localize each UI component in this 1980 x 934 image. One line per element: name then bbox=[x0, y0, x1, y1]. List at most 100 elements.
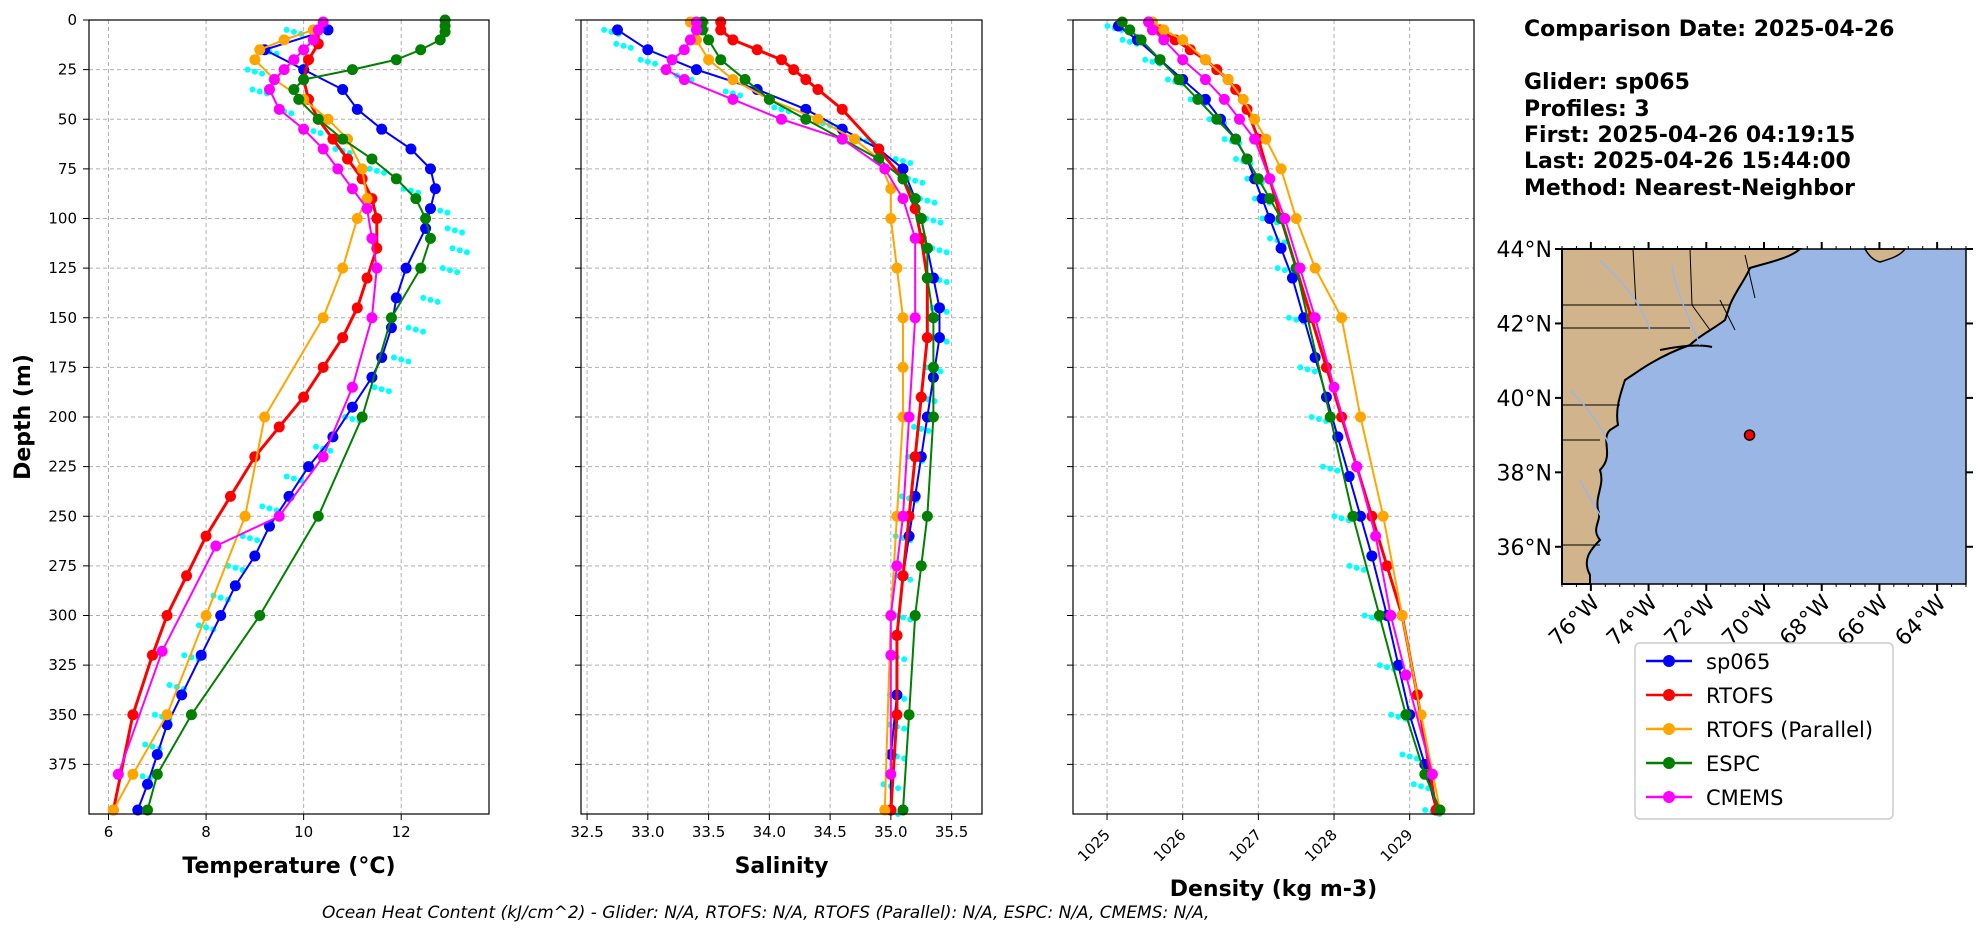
temperature-point-sp065 bbox=[161, 719, 173, 731]
salinity-point-rtofs-parallel- bbox=[848, 133, 860, 145]
salinity-point-espc bbox=[897, 173, 909, 185]
salinity-point-cmems bbox=[885, 610, 897, 621]
temperature-point-rtofs bbox=[224, 490, 236, 502]
depth-tick-label: 100 bbox=[48, 210, 77, 228]
salinity-raw-point bbox=[900, 614, 907, 621]
temperature-point-espc bbox=[337, 133, 349, 145]
temperature-raw-point bbox=[310, 128, 317, 135]
depth-tick-label: 175 bbox=[48, 358, 77, 376]
density-raw-point bbox=[1418, 783, 1425, 790]
temperature-point-rtofs bbox=[327, 133, 339, 145]
location-map: 44°N 42°N 40°N 38°N 36°N 76°W74°W72°W70°W68°W… bbox=[1497, 238, 1973, 651]
legend-marker bbox=[1663, 723, 1675, 735]
density-raw-point bbox=[1267, 235, 1274, 242]
salinity-point-sp065 bbox=[642, 44, 654, 56]
density-raw-point bbox=[1383, 664, 1390, 671]
salinity-tick-label: 33.5 bbox=[692, 823, 725, 841]
density-point-cmems bbox=[1385, 610, 1397, 621]
density-raw-point bbox=[1274, 265, 1281, 272]
density-raw-point bbox=[1104, 22, 1111, 29]
footer-ohc: Ocean Heat Content (kJ/cm^2) - Glider: N… bbox=[322, 903, 1209, 923]
temperature-point-sp065 bbox=[405, 143, 417, 155]
temperature-point-cmems bbox=[361, 203, 373, 215]
density-point-espc bbox=[1135, 34, 1147, 46]
density-raw-point bbox=[1388, 711, 1395, 718]
temperature-raw-point bbox=[412, 326, 419, 333]
temperature-point-rtofs bbox=[298, 391, 310, 403]
temperature-raw-point bbox=[439, 265, 446, 272]
temperature-point-espc bbox=[142, 804, 154, 816]
temperature-raw-point bbox=[373, 167, 380, 174]
temperature-raw-point bbox=[266, 505, 273, 512]
density-point-rtofs-parallel- bbox=[1396, 610, 1408, 621]
map-rivers bbox=[1569, 259, 1701, 531]
density-raw-point bbox=[1360, 566, 1367, 573]
map-lon-label: 72°W bbox=[1660, 590, 1721, 651]
temperature-point-cmems bbox=[317, 16, 329, 28]
temperature-point-espc bbox=[356, 411, 368, 423]
map-lon-label: 70°W bbox=[1718, 590, 1779, 651]
map-lon-label: 74°W bbox=[1602, 590, 1663, 651]
salinity-raw-point bbox=[919, 179, 926, 186]
density-point-espc bbox=[1116, 16, 1128, 28]
salinity-point-cmems bbox=[891, 560, 903, 572]
density-raw-point bbox=[1315, 416, 1322, 422]
temperature-point-rtofs-parallel- bbox=[361, 193, 373, 205]
salinity-point-cmems bbox=[909, 232, 921, 244]
density-point-cmems bbox=[1146, 24, 1158, 36]
depth-tick-label: 0 bbox=[67, 11, 77, 29]
salinity-point-rtofs bbox=[727, 34, 739, 46]
temperature-point-sp065 bbox=[346, 401, 358, 413]
temperature-point-cmems bbox=[317, 143, 329, 155]
salinity-point-espc bbox=[909, 610, 921, 621]
depth-tick-label: 125 bbox=[48, 259, 77, 277]
density-point-rtofs-parallel- bbox=[1290, 213, 1302, 224]
salinity-point-rtofs bbox=[891, 629, 903, 641]
temperature-raw-point bbox=[444, 225, 451, 232]
density-point-espc bbox=[1264, 193, 1276, 205]
density-raw-point bbox=[1126, 38, 1133, 45]
temperature-point-rtofs bbox=[127, 709, 139, 721]
temperature-point-espc bbox=[288, 83, 300, 95]
comparison-date: Comparison Date: 2025-04-26 bbox=[1524, 17, 1894, 42]
salinity-point-rtofs-parallel- bbox=[885, 183, 897, 195]
temperature-raw-point bbox=[349, 416, 356, 422]
temperature-point-rtofs bbox=[317, 361, 329, 373]
depth-tick-label: 250 bbox=[48, 507, 77, 525]
salinity-tick-label: 34.0 bbox=[753, 823, 786, 841]
temperature-point-sp065 bbox=[337, 83, 349, 95]
temperature-point-espc bbox=[312, 510, 324, 522]
density-point-rtofs-parallel- bbox=[1249, 113, 1261, 125]
legend-marker bbox=[1663, 689, 1675, 701]
legend-marker bbox=[1663, 757, 1675, 769]
density-raw-point bbox=[1221, 136, 1228, 143]
temperature-raw-point bbox=[420, 328, 427, 335]
density-point-cmems bbox=[1370, 530, 1382, 542]
method: Method: Nearest-Neighbor bbox=[1524, 176, 1855, 201]
density-point-rtofs-parallel- bbox=[1222, 74, 1234, 86]
temperature-point-rtofs-parallel- bbox=[107, 804, 119, 816]
depth-tick-label: 75 bbox=[58, 160, 77, 178]
temperature-raw-point bbox=[254, 537, 261, 544]
temperature-point-sp065 bbox=[351, 103, 363, 115]
density-point-espc bbox=[1173, 74, 1185, 86]
salinity-raw-point bbox=[943, 338, 950, 345]
salinity-raw-point bbox=[918, 425, 925, 432]
temperature-point-cmems bbox=[156, 645, 168, 657]
temperature-point-sp065 bbox=[322, 24, 334, 36]
map-lon-label: 66°W bbox=[1833, 590, 1894, 651]
density-point-cmems bbox=[1233, 113, 1245, 125]
density-point-rtofs-parallel- bbox=[1415, 709, 1427, 721]
salinity-point-rtofs-parallel- bbox=[879, 804, 891, 816]
density-point-rtofs-parallel- bbox=[1309, 262, 1321, 274]
salinity-point-espc bbox=[897, 804, 909, 816]
salinity-raw-point bbox=[943, 249, 950, 256]
temperature-tick-label: 10 bbox=[294, 823, 313, 841]
salinity-point-rtofs bbox=[715, 24, 727, 36]
temperature-raw-point bbox=[217, 594, 224, 601]
salinity-raw-point bbox=[620, 42, 627, 49]
salinity-raw-point bbox=[925, 427, 932, 434]
density-point-cmems bbox=[1218, 93, 1230, 105]
temperature-point-rtofs bbox=[303, 54, 315, 66]
temperature-point-espc bbox=[151, 768, 163, 780]
